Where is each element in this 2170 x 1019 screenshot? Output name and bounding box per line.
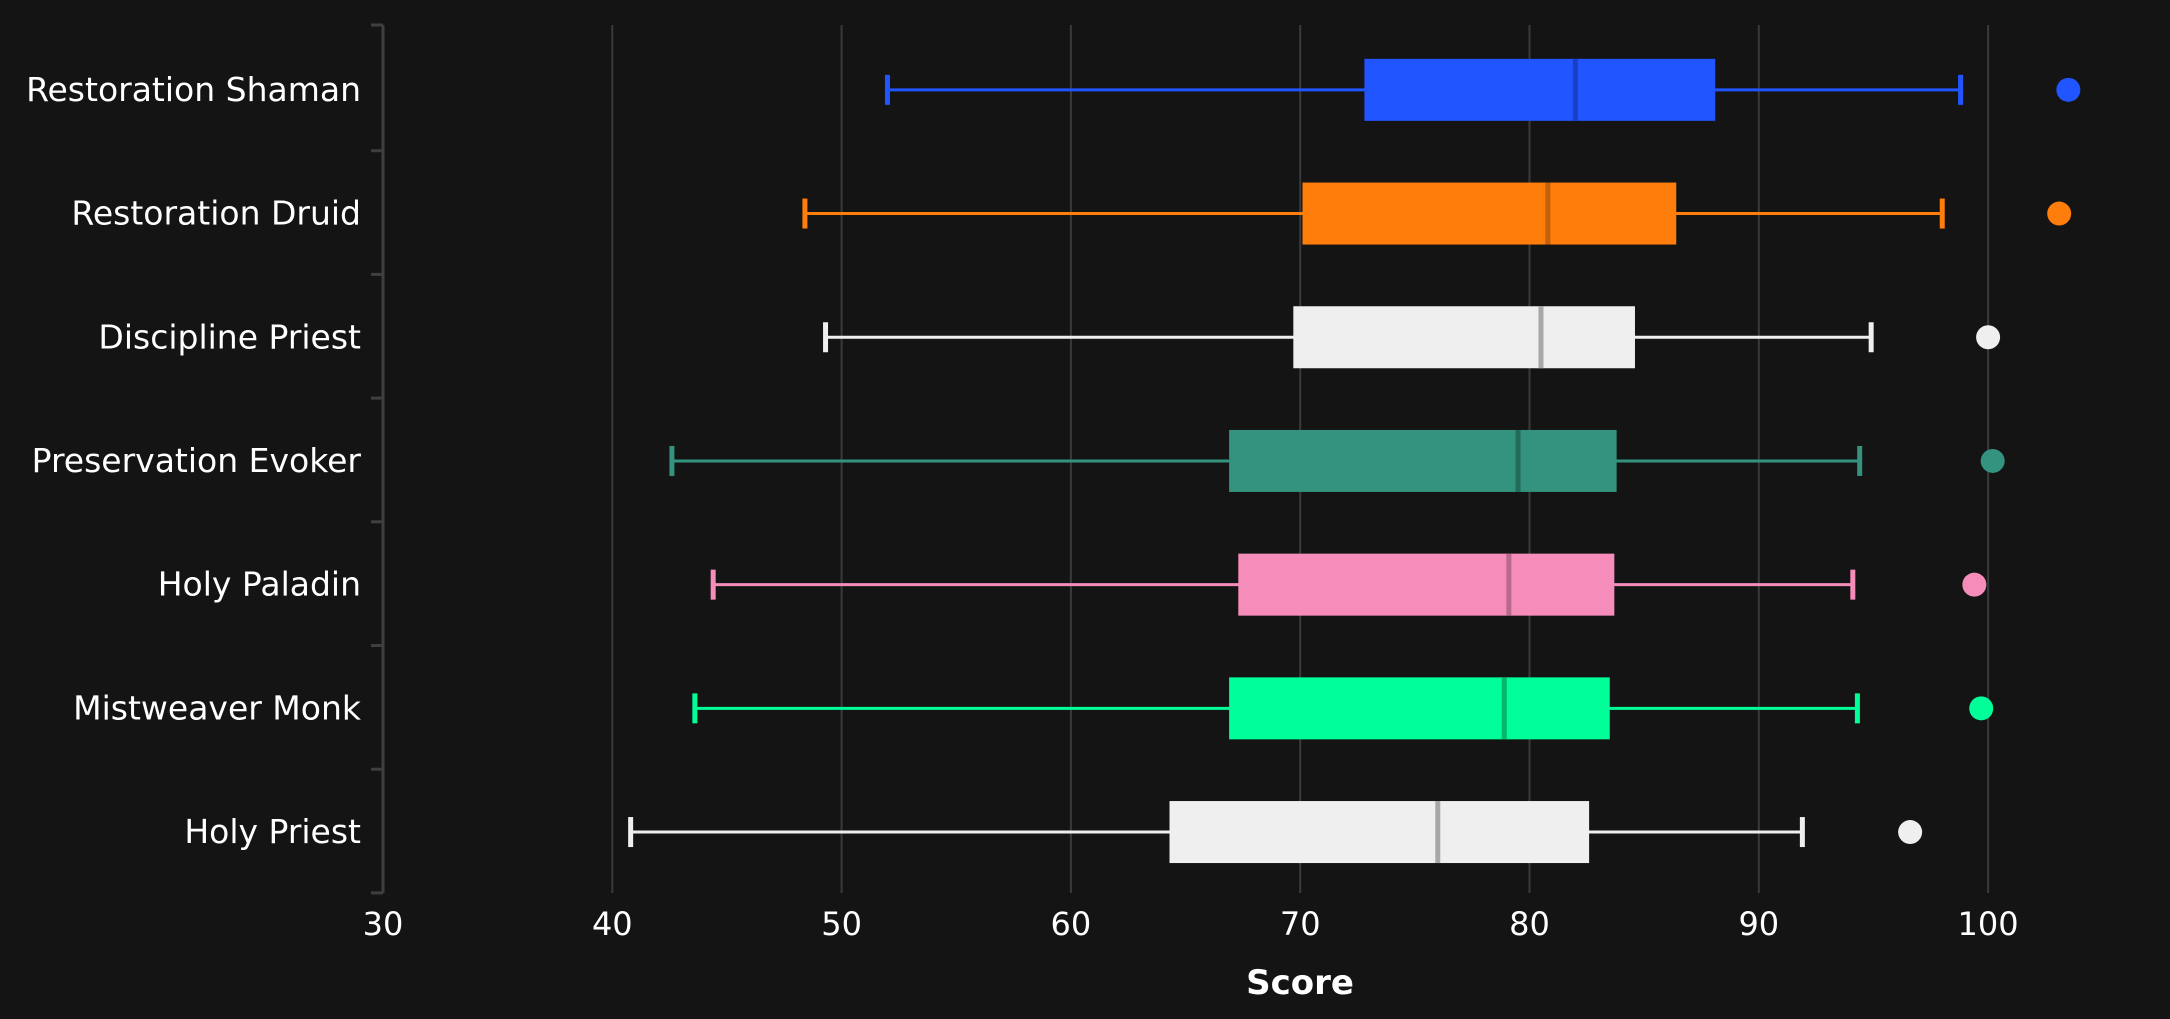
- x-axis-title: Score: [1246, 963, 1354, 1003]
- x-tick-label-100: 100: [1958, 905, 2019, 943]
- x-tick-label-40: 40: [592, 905, 633, 943]
- box-series: [628, 58, 2081, 864]
- iqr-box: [1229, 429, 1617, 492]
- x-tick-label-30: 30: [363, 905, 404, 943]
- outlier-point: [1898, 820, 1923, 845]
- outlier-point: [1969, 696, 1994, 721]
- box-mistweaver-monk: [692, 677, 1994, 740]
- box-discipline-priest: [823, 306, 2001, 369]
- box-restoration-druid: [802, 182, 2072, 245]
- box-holy-paladin: [710, 553, 1987, 616]
- category-label: Restoration Shaman: [26, 70, 361, 109]
- iqr-box: [1229, 677, 1610, 740]
- x-tick-label-90: 90: [1738, 905, 1779, 943]
- box-holy-priest: [628, 801, 1923, 864]
- x-axis-ticks: 30 40 50 60 70 80 90 100: [363, 905, 2019, 943]
- outlier-point: [2047, 201, 2072, 226]
- outlier-point: [2056, 77, 2081, 102]
- iqr-box: [1238, 553, 1615, 616]
- outlier-point: [1962, 572, 1987, 597]
- box-preservation-evoker: [669, 429, 2005, 492]
- category-label: Mistweaver Monk: [73, 688, 362, 727]
- category-labels: Restoration Shaman Restoration Druid Disci…: [26, 70, 362, 851]
- iqr-box: [1169, 801, 1590, 864]
- x-tick-label-80: 80: [1509, 905, 1550, 943]
- box-restoration-shaman: [884, 58, 2081, 121]
- category-label: Restoration Druid: [71, 194, 361, 233]
- x-tick-label-50: 50: [821, 905, 862, 943]
- category-label: Preservation Evoker: [32, 441, 362, 480]
- x-tick-label-70: 70: [1280, 905, 1321, 943]
- x-tick-label-60: 60: [1051, 905, 1092, 943]
- category-label: Holy Priest: [184, 812, 361, 851]
- outlier-point: [1980, 448, 2005, 473]
- category-label: Discipline Priest: [98, 317, 361, 356]
- y-axis: [371, 23, 385, 895]
- iqr-box: [1302, 182, 1677, 245]
- iqr-box: [1293, 306, 1635, 369]
- category-label: Holy Paladin: [158, 565, 361, 604]
- iqr-box: [1364, 58, 1716, 121]
- outlier-point: [1976, 325, 2001, 350]
